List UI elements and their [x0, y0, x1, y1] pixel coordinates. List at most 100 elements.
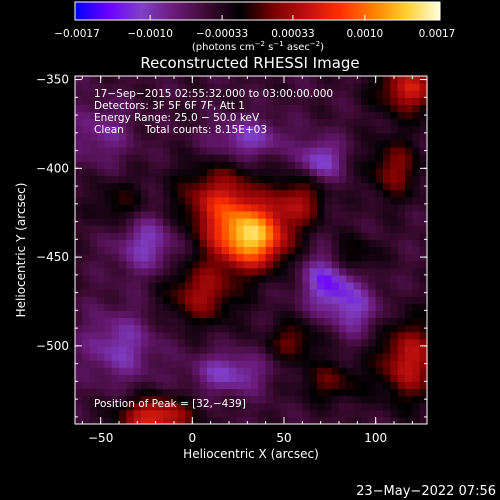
colorbar-unit-label: (photons cm−2 s−1 asec−2): [192, 40, 324, 53]
heatmap-cell: [324, 246, 333, 255]
heatmap-cell: [353, 289, 362, 297]
heatmap-cell: [177, 381, 186, 390]
heatmap-cell: [361, 388, 369, 397]
heatmap-cell: [104, 196, 113, 205]
heatmap-cell: [133, 104, 142, 113]
heatmap-cell: [258, 196, 267, 205]
heatmap-cell: [82, 139, 91, 148]
heatmap-cell: [361, 274, 369, 283]
heatmap-cell: [104, 303, 113, 311]
heatmap-cell: [141, 111, 149, 120]
heatmap-cell: [236, 274, 245, 283]
heatmap-cell: [258, 303, 267, 311]
heatmap-cell: [324, 253, 333, 262]
heatmap-cell: [331, 409, 340, 418]
heatmap-cell: [229, 246, 237, 255]
heatmap-cell: [243, 97, 252, 106]
heatmap-cell: [265, 352, 274, 361]
heatmap-cell: [287, 147, 296, 155]
heatmap-cell: [353, 331, 362, 340]
heatmap-cell: [148, 409, 157, 418]
heatmap-cell: [361, 310, 369, 319]
heatmap-cell: [331, 139, 340, 148]
heatmap-cell: [177, 104, 186, 113]
heatmap-cell: [243, 132, 252, 141]
heatmap-cell: [317, 303, 325, 311]
heatmap-cell: [375, 360, 384, 368]
heatmap-cell: [192, 409, 201, 418]
heatmap-cell: [243, 310, 252, 319]
heatmap-cell: [383, 331, 391, 340]
heatmap-cell: [89, 324, 98, 333]
heatmap-cell: [287, 296, 296, 304]
heatmap-cell: [265, 296, 274, 304]
heatmap-cell: [324, 409, 333, 418]
heatmap-cell: [397, 90, 406, 98]
heatmap-cell: [361, 218, 369, 226]
heatmap-cell: [163, 182, 171, 191]
heatmap-cell: [353, 76, 362, 84]
heatmap-cell: [383, 132, 391, 141]
heatmap-cell: [199, 104, 208, 113]
heatmap-cell: [309, 274, 318, 283]
heatmap-cell: [412, 381, 421, 390]
heatmap-cell: [82, 267, 91, 276]
colorbar-tick-label: −0.0010: [127, 28, 173, 40]
heatmap-cell: [375, 147, 384, 155]
heatmap-cell: [89, 154, 98, 162]
heatmap-cell: [207, 139, 215, 148]
heatmap-cell: [419, 104, 428, 113]
heatmap-cell: [383, 296, 391, 304]
heatmap-cell: [309, 338, 318, 347]
heatmap-cell: [346, 274, 355, 283]
heatmap-cell: [368, 139, 377, 148]
heatmap-cell: [111, 345, 120, 354]
heatmap-cell: [412, 218, 421, 226]
heatmap-cell: [390, 296, 399, 304]
heatmap-cell: [346, 267, 355, 276]
heatmap-cell: [361, 367, 369, 375]
heatmap-cell: [126, 367, 135, 375]
heatmap-cell: [82, 161, 91, 169]
heatmap-cell: [390, 289, 399, 297]
heatmap-cell: [221, 388, 230, 397]
heatmap-cell: [111, 125, 120, 134]
heatmap-cell: [405, 97, 413, 106]
heatmap-cell: [309, 395, 318, 404]
heatmap-cell: [368, 317, 377, 326]
heatmap-cell: [133, 147, 142, 155]
heatmap-cell: [309, 260, 318, 269]
heatmap-cell: [185, 232, 193, 240]
heatmap-cell: [104, 239, 113, 248]
heatmap-cell: [155, 203, 164, 212]
heatmap-cell: [185, 345, 193, 354]
heatmap-cell: [229, 388, 237, 397]
heatmap-cell: [221, 139, 230, 148]
heatmap-cell: [346, 395, 355, 404]
heatmap-cell: [419, 260, 428, 269]
heatmap-cell: [119, 154, 127, 162]
heatmap-cell: [331, 147, 340, 155]
heatmap-cell: [199, 317, 208, 326]
heatmap-cell: [89, 367, 98, 375]
heatmap-cell: [324, 97, 333, 106]
heatmap-cell: [295, 281, 303, 290]
heatmap-cell: [280, 303, 289, 311]
heatmap-cell: [295, 132, 303, 141]
heatmap-cell: [265, 76, 274, 84]
heatmap-cell: [133, 317, 142, 326]
heatmap-cell: [170, 253, 179, 262]
heatmap-cell: [207, 225, 215, 233]
heatmap-cell: [111, 289, 120, 297]
heatmap-cell: [375, 388, 384, 397]
heatmap-cell: [177, 409, 186, 418]
heatmap-cell: [383, 118, 391, 127]
heatmap-cell: [317, 374, 325, 382]
heatmap-cell: [119, 367, 127, 375]
heatmap-cell: [346, 132, 355, 141]
heatmap-cell: [243, 175, 252, 184]
heatmap-cell: [221, 296, 230, 304]
heatmap-cell: [82, 338, 91, 347]
heatmap-cell: [317, 246, 325, 255]
heatmap-cell: [163, 253, 171, 262]
